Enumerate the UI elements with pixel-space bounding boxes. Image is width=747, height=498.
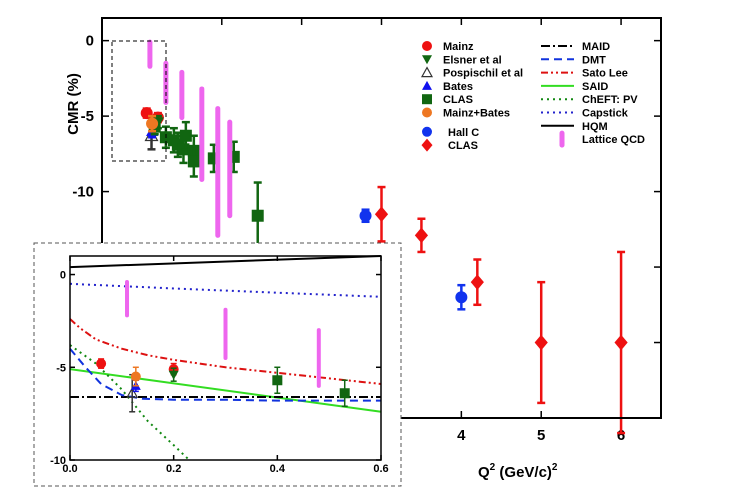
x-label-q: Q	[478, 464, 490, 481]
clas-point-5	[179, 129, 192, 142]
x-label-unit: (GeV/c)	[495, 464, 552, 481]
inset-elsner-et-al-point-2	[168, 370, 179, 380]
hall-c-point-0	[359, 209, 372, 222]
clas-point-4	[614, 334, 628, 351]
inset-clas-point-6	[272, 375, 283, 386]
inset-curves	[69, 255, 382, 461]
inset-dmt-curve	[69, 348, 381, 402]
legend-pospischil-et-al-marker	[420, 66, 434, 78]
inset-said-curve	[69, 368, 382, 413]
legend-hall-c-marker	[422, 126, 432, 137]
legend-bates-label: Bates	[443, 81, 473, 93]
hall-c-point-1	[455, 291, 468, 304]
legend-clas-marker	[422, 94, 432, 105]
inset-background	[33, 242, 402, 487]
clas-point-1	[414, 227, 429, 244]
inset-capstick-curve	[69, 282, 382, 298]
clas-point-10	[251, 209, 264, 222]
zoom-region-box	[111, 40, 167, 162]
x-tick-label: 4	[457, 427, 466, 444]
x-tick-label: 0.2	[166, 463, 181, 475]
inset-mainz-point-0	[96, 358, 107, 369]
inset-plot-frame	[69, 255, 382, 461]
legend-lattice-qcd-label: Lattice QCD	[582, 134, 645, 146]
x-tick-label: 6	[617, 427, 625, 444]
clas-point-7	[187, 155, 200, 168]
inset-panel: 0.0 0.2 0.4 0.6 0 -5 -10	[33, 242, 402, 487]
clas-point-2	[470, 274, 484, 290]
legend-elsner-et-al-label: Elsner et al	[443, 54, 502, 66]
clas-point-0	[374, 206, 389, 223]
inset-mainz-bates-point-5	[130, 371, 141, 382]
legend-hall-c-label: Hall C	[448, 127, 479, 139]
inset-hqm-curve	[69, 255, 382, 269]
legend-mainz-bates-label: Mainz+Bates	[443, 108, 510, 120]
legend-maid-label: MAID	[582, 41, 610, 53]
legend-said-label: SAID	[582, 81, 608, 93]
legend-dmt-label: DMT	[582, 54, 606, 66]
y-tick-label: 0	[86, 33, 94, 50]
mainz-bates-point-0	[146, 117, 159, 130]
legend-clas-label: CLAS	[443, 94, 473, 106]
legend-bates-marker	[422, 80, 432, 90]
legend-cheft-pv-label: ChEFT: PV	[582, 94, 638, 106]
main-y-axis-label: CMR (%)	[65, 73, 82, 135]
legend-clas-label: CLAS	[448, 140, 478, 152]
y-tick-label: -10	[50, 455, 66, 467]
legend-mainz-marker	[422, 41, 432, 51]
clas-point-3	[534, 334, 548, 351]
legend-hqm-label: HQM	[582, 121, 608, 133]
x-tick-label: 0.4	[270, 463, 286, 475]
x-tick-label: 5	[537, 427, 545, 444]
x-tick-label: 0.6	[373, 463, 388, 475]
legend-capstick-label: Capstick	[582, 108, 629, 120]
y-tick-label: -5	[56, 362, 66, 374]
legend-mainz-bates-marker	[422, 107, 432, 118]
inset-clas-point-7	[339, 388, 350, 399]
legend-pospischil-et-al-label: Pospischil et al	[443, 68, 523, 80]
x-label-sup-1: 2	[490, 462, 496, 473]
legend-clas-marker	[421, 138, 433, 152]
inset-sato-lee-curve	[69, 318, 382, 385]
main-x-axis-label: Q2 (GeV/c)2	[478, 462, 558, 481]
x-label-sup-2: 2	[552, 462, 558, 473]
inset-pospischil-et-al-point-3	[126, 387, 139, 398]
x-tick-label: 0.0	[62, 463, 77, 475]
inset-data-marks	[96, 279, 350, 413]
legend-elsner-et-al-marker	[422, 55, 432, 65]
legend-sato-lee-label: Sato Lee	[582, 68, 628, 80]
y-tick-label: -10	[72, 184, 94, 201]
y-tick-label: 0	[60, 270, 66, 282]
y-tick-label: -5	[81, 108, 94, 125]
legend-mainz-label: Mainz	[443, 41, 474, 53]
